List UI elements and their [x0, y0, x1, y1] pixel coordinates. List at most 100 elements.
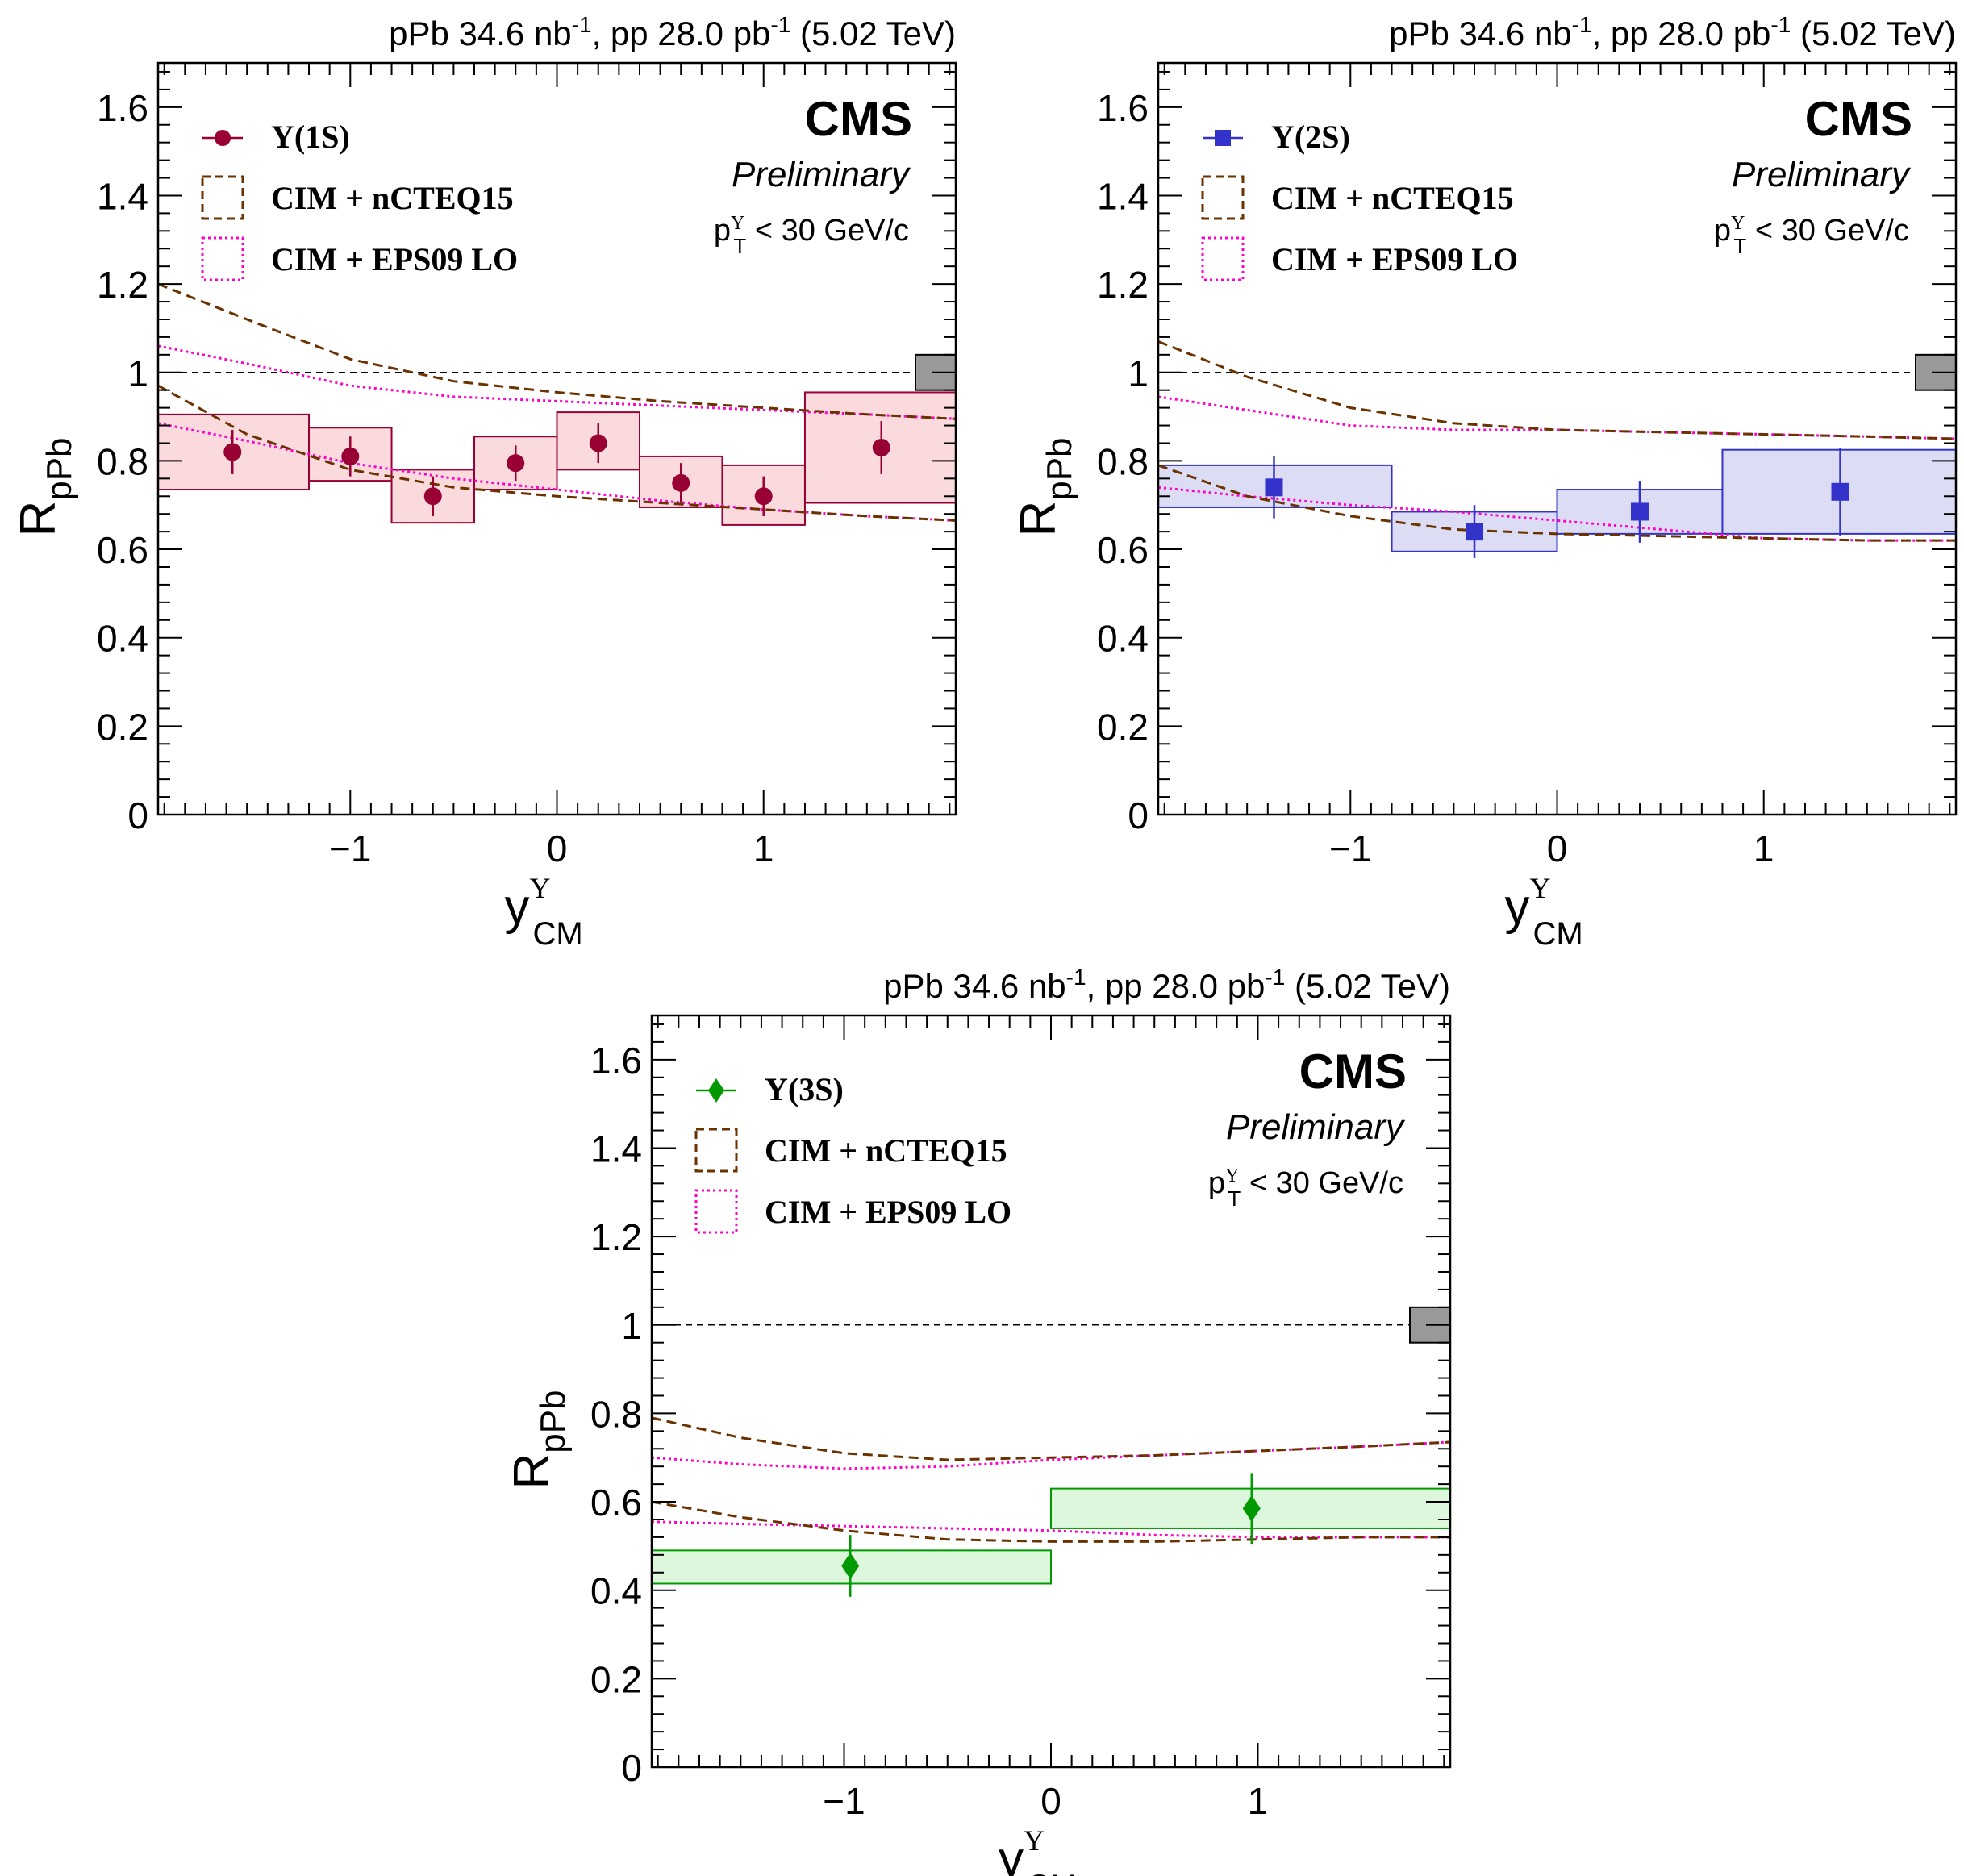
y-tick-label: 1 — [621, 1305, 642, 1347]
legend-eps09-label: CIM + EPS09 LO — [765, 1194, 1011, 1230]
legend-data-label: Υ(3S) — [765, 1071, 844, 1107]
cms-label: CMS — [1805, 92, 1912, 146]
y-tick-label: 1.4 — [1097, 175, 1149, 217]
y-tick-label: 0.2 — [97, 706, 148, 748]
legend-data-marker — [1215, 130, 1231, 146]
legend-eps09-swatch — [201, 236, 244, 281]
legend-ncteq15-label: CIM + nCTEQ15 — [271, 180, 514, 216]
legend-data-label: Υ(2S) — [1271, 119, 1350, 155]
y-tick-label: 0.2 — [590, 1658, 642, 1700]
ncteq15-upper-curve — [651, 1416, 1451, 1461]
x-tick-label: 0 — [547, 828, 568, 869]
y-tick-label: 0.6 — [97, 529, 148, 571]
data-point-1 — [1265, 478, 1283, 497]
y-tick-label: 1.2 — [1097, 264, 1149, 306]
y-tick-label: 0 — [621, 1747, 642, 1789]
data-point-6 — [672, 473, 690, 492]
ncteq15-upper-curve — [157, 282, 957, 420]
data-point-8 — [872, 438, 890, 456]
x-tick-label: −1 — [329, 828, 371, 869]
y-tick-label: 0.8 — [1097, 440, 1149, 482]
y-tick-label: 0.4 — [1097, 618, 1149, 660]
x-tick-label: −1 — [1329, 828, 1371, 869]
legend-eps09-swatch — [1201, 236, 1245, 281]
ncteq15-lower-curve — [651, 1500, 1450, 1543]
data-point-3 — [423, 487, 442, 506]
eps09-upper-curve — [1157, 395, 1957, 440]
y-tick-label: 0.4 — [97, 618, 148, 660]
x-tick-label: 1 — [753, 828, 774, 869]
data-point-3 — [1630, 502, 1649, 521]
chart-panel-upsilon-2s: 0 0.2 0.4 0.6 0.8 1 1.2 1.4 1.6 −1 0 1 pPb 34.6 nb-1… — [1011, 12, 1958, 952]
x-tick-label: 0 — [1547, 828, 1568, 869]
legend-data-label: Υ(1S) — [271, 119, 350, 155]
y-tick-label: 1.6 — [1097, 87, 1149, 129]
y-tick-label: 1.4 — [590, 1128, 642, 1169]
y-tick-label: 0 — [127, 794, 148, 836]
y-tick-label: 0.6 — [590, 1482, 642, 1524]
data-point-4 — [1831, 482, 1849, 501]
preliminary-label: Preliminary — [732, 155, 911, 194]
chart-panel-upsilon-3s: 0 0.2 0.4 0.6 0.8 1 1.2 1.4 1.6 −1 0 1 pPb 34.6 nb-1… — [504, 965, 1452, 1876]
data-point-1 — [841, 1553, 860, 1580]
data-point-2 — [1242, 1495, 1261, 1522]
legend-ncteq15-swatch — [694, 1128, 738, 1173]
ncteq15-lower-curve — [157, 384, 957, 522]
legend-eps09-swatch — [694, 1189, 738, 1234]
syst-box-8 — [803, 391, 957, 504]
data-point-2 — [1466, 523, 1484, 541]
preliminary-label: Preliminary — [1732, 155, 1912, 194]
chart-panel-upsilon-1s: 0 0.2 0.4 0.6 0.8 1 1.2 1.4 1.6 −1 0 1 pPb 34.6 nb-1… — [10, 12, 957, 952]
ncteq15-lower-curve — [1157, 464, 1956, 542]
data-point-1 — [223, 443, 242, 461]
x-tick-label: 1 — [1248, 1780, 1269, 1822]
y-tick-label: 0.6 — [1097, 529, 1149, 571]
luminosity-label: pPb 34.6 nb-1, pp 28.0 pb-1 (5.02 TeV) — [1389, 12, 1956, 52]
y-tick-label: 1.6 — [97, 87, 148, 129]
data-point-2 — [341, 447, 360, 465]
data-point-5 — [589, 434, 607, 452]
legend-data-marker — [215, 130, 231, 146]
eps09-upper-curve — [651, 1440, 1451, 1470]
y-axis-title: RpPb — [10, 437, 79, 536]
x-tick-label: −1 — [823, 1780, 865, 1822]
y-tick-label: 0 — [1128, 794, 1149, 836]
y-tick-label: 1 — [127, 352, 148, 394]
pt-cut-label: pΥ T < 30 GeV/c — [1714, 213, 1909, 258]
legend-ncteq15-label: CIM + nCTEQ15 — [1271, 180, 1514, 216]
y-tick-label: 1.2 — [97, 264, 148, 306]
y-tick-label: 1.2 — [590, 1216, 642, 1258]
x-tick-label: 0 — [1040, 1780, 1061, 1822]
y-axis-title: RpPb — [1011, 437, 1079, 536]
legend-eps09-label: CIM + EPS09 LO — [1271, 241, 1518, 277]
luminosity-label: pPb 34.6 nb-1, pp 28.0 pb-1 (5.02 TeV) — [389, 12, 956, 52]
cms-label: CMS — [805, 92, 912, 146]
y-tick-label: 0.4 — [590, 1570, 642, 1612]
y-tick-label: 0.8 — [590, 1393, 642, 1435]
legend-ncteq15-swatch — [201, 175, 244, 220]
legend-eps09-label: CIM + EPS09 LO — [271, 241, 518, 277]
y-tick-label: 1 — [1128, 352, 1149, 394]
legend-ncteq15-swatch — [1201, 175, 1245, 220]
legend-data-marker — [708, 1078, 724, 1103]
pt-cut-label: pΥ T < 30 GeV/c — [714, 213, 909, 258]
y-tick-label: 1.6 — [590, 1040, 642, 1082]
legend-ncteq15-label: CIM + nCTEQ15 — [765, 1132, 1007, 1169]
eps09-lower-curve — [157, 422, 957, 522]
y-tick-label: 0.2 — [1097, 706, 1149, 748]
y-tick-label: 1.4 — [97, 175, 148, 217]
pt-cut-label: pΥ T < 30 GeV/c — [1208, 1165, 1403, 1211]
y-tick-label: 0.8 — [97, 440, 148, 482]
data-point-4 — [507, 454, 525, 473]
data-point-7 — [754, 487, 773, 506]
x-tick-label: 1 — [1753, 828, 1774, 869]
preliminary-label: Preliminary — [1226, 1107, 1406, 1147]
y-axis-title: RpPb — [504, 1390, 573, 1489]
ncteq15-upper-curve — [1157, 340, 1957, 440]
luminosity-label: pPb 34.6 nb-1, pp 28.0 pb-1 (5.02 TeV) — [883, 965, 1450, 1005]
cms-label: CMS — [1299, 1044, 1407, 1099]
